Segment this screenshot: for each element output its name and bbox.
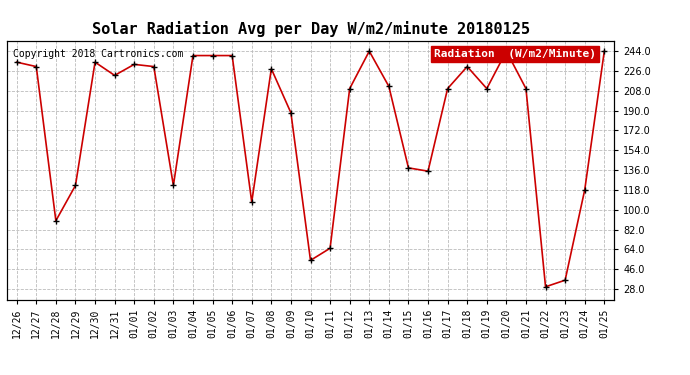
- Text: Radiation  (W/m2/Minute): Radiation (W/m2/Minute): [434, 49, 596, 59]
- Text: Copyright 2018 Cartronics.com: Copyright 2018 Cartronics.com: [13, 49, 184, 59]
- Title: Solar Radiation Avg per Day W/m2/minute 20180125: Solar Radiation Avg per Day W/m2/minute …: [92, 21, 529, 37]
